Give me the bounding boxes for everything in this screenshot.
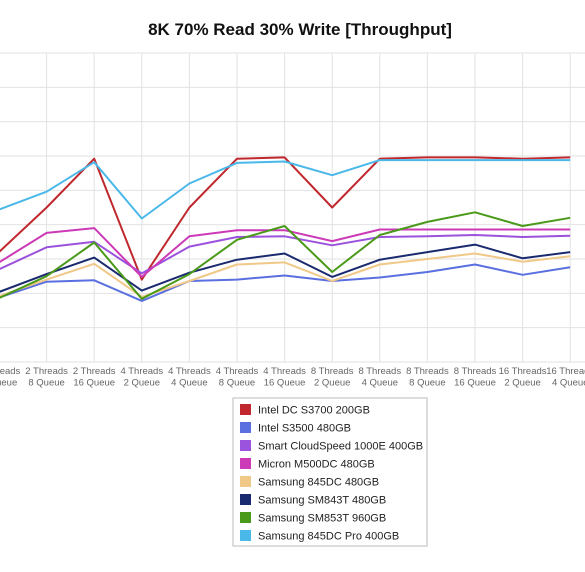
legend-box	[232, 397, 428, 547]
x-tick-label-line: 2 Queue	[504, 378, 540, 389]
legend-label: Samsung 845DC 480GB	[258, 477, 379, 489]
series-line	[0, 156, 571, 281]
x-tick-label: 4 Threads 16 Queue	[263, 366, 306, 389]
x-tick-label-line: 4 Threads	[168, 366, 211, 377]
x-tick-label-line: 4 Queue	[362, 378, 398, 389]
legend-label: Samsung SM853T 960GB	[258, 513, 386, 525]
legend-label: Samsung SM843T 480GB	[258, 495, 386, 507]
chart-legend: Intel DC S3700 200GB Intel S3500 480GB Sma…	[232, 397, 428, 547]
x-tick-label: 16 Threads 2 Queue	[499, 366, 547, 389]
x-tick-label: 2 Threads 16 Queue	[73, 366, 116, 389]
x-tick-label-line: 16 Queue	[264, 378, 306, 389]
x-tick-label: 8 Threads 8 Queue	[406, 366, 449, 389]
legend-swatch	[240, 422, 251, 433]
x-tick-label-line: 4 Queue	[0, 378, 17, 389]
legend-swatch	[240, 458, 251, 469]
x-tick-label-line: 2 Threads	[73, 366, 116, 377]
x-tick-label: 4 Threads 8 Queue	[216, 366, 259, 389]
chart-series	[0, 156, 571, 302]
legend-label: Micron M500DC 480GB	[258, 459, 375, 471]
legend-swatch	[240, 494, 251, 505]
x-tick-label-line: 8 Threads	[311, 366, 354, 377]
series-line	[0, 227, 571, 278]
x-tick-label-line: 16 Threads	[546, 366, 585, 377]
legend-label: Smart CloudSpeed 1000E 400GB	[258, 441, 423, 453]
x-tick-label-line: 4 Threads	[216, 366, 259, 377]
series-line	[0, 211, 571, 300]
x-tick-label: 4 Threads 2 Queue	[120, 366, 163, 389]
x-tick-label-line: 8 Queue	[28, 378, 64, 389]
x-tick-label: 2 Threads 8 Queue	[25, 366, 68, 389]
x-tick-label-line: 16 Threads	[499, 366, 547, 377]
x-tick-label-line: 2 Queue	[314, 378, 350, 389]
x-tick-label-line: 8 Queue	[409, 378, 445, 389]
legend-swatch	[240, 476, 251, 487]
chart-gridlines	[0, 52, 585, 363]
series-line	[0, 159, 571, 220]
legend-label: Samsung 845DC Pro 400GB	[258, 531, 399, 543]
x-tick-label: 4 Threads 4 Queue	[168, 366, 211, 389]
x-tick-label-line: 8 Queue	[219, 378, 255, 389]
series-line	[0, 243, 571, 293]
x-tick-label-line: 4 Queue	[171, 378, 207, 389]
series-line	[0, 252, 571, 298]
series-line	[0, 263, 571, 302]
x-tick-label: 8 Threads 16 Queue	[454, 366, 497, 389]
x-tick-label: 8 Threads 2 Queue	[311, 366, 354, 389]
x-tick-label-line: 4 Threads	[263, 366, 306, 377]
x-tick-label-line: 8 Threads	[454, 366, 497, 377]
x-tick-label-line: 4 Threads	[120, 366, 163, 377]
x-tick-label-line: 2 Threads	[0, 366, 21, 377]
chart-title: 8K 70% Read 30% Write [Throughput]	[148, 20, 452, 39]
x-tick-label-line: 4 Queue	[552, 378, 585, 389]
legend-label: Intel S3500 480GB	[258, 423, 351, 435]
x-tick-label-line: 8 Threads	[358, 366, 401, 377]
x-tick-label-line: 2 Queue	[124, 378, 160, 389]
x-tick-label-line: 16 Queue	[73, 378, 115, 389]
legend-swatch	[240, 530, 251, 541]
x-tick-label-line: 8 Threads	[406, 366, 449, 377]
legend-swatch	[240, 440, 251, 451]
legend-swatch	[240, 512, 251, 523]
x-tick-label: 8 Threads 4 Queue	[358, 366, 401, 389]
x-tick-label-line: 2 Threads	[25, 366, 68, 377]
x-tick-label-line: 16 Queue	[454, 378, 496, 389]
legend-swatch	[240, 404, 251, 415]
legend-label: Intel DC S3700 200GB	[258, 405, 370, 417]
